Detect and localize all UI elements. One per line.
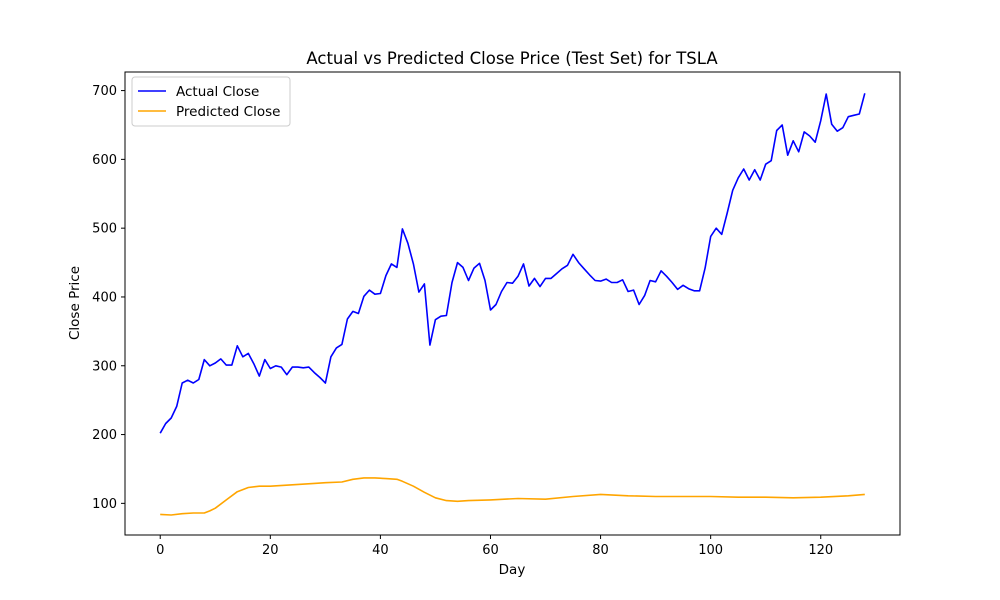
y-tick-label: 500 xyxy=(92,222,117,237)
x-axis-ticks: 0 20 40 60 80 100 120 xyxy=(156,535,833,558)
x-axis-label: Day xyxy=(499,562,526,578)
x-tick-label: 20 xyxy=(262,543,279,558)
x-tick-label: 120 xyxy=(808,543,833,558)
x-tick-label: 100 xyxy=(698,543,723,558)
legend: Actual Close Predicted Close xyxy=(131,76,291,127)
chart-title: Actual vs Predicted Close Price (Test Se… xyxy=(306,49,718,68)
legend-label-predicted-close: Predicted Close xyxy=(176,104,280,120)
y-tick-label: 600 xyxy=(92,153,117,168)
x-tick-label: 40 xyxy=(372,543,389,558)
y-tick-label: 400 xyxy=(92,290,117,305)
legend-label-actual-close: Actual Close xyxy=(176,84,259,100)
plot-area-lines xyxy=(159,93,866,516)
x-tick-label: 0 xyxy=(156,543,164,558)
y-axis-ticks: 100 200 300 400 500 600 700 xyxy=(92,84,125,512)
x-tick-label: 80 xyxy=(592,543,609,558)
y-tick-label: 100 xyxy=(92,497,117,512)
legend-box xyxy=(131,76,291,127)
y-axis-label: Close Price xyxy=(67,266,83,340)
axes-frame xyxy=(124,71,901,536)
y-tick-label: 300 xyxy=(92,359,117,374)
series-line-actual-close xyxy=(159,93,866,434)
series-line-predicted-close xyxy=(160,477,865,516)
y-tick-label: 200 xyxy=(92,428,117,443)
x-tick-label: 60 xyxy=(482,543,499,558)
y-tick-label: 700 xyxy=(92,84,117,99)
